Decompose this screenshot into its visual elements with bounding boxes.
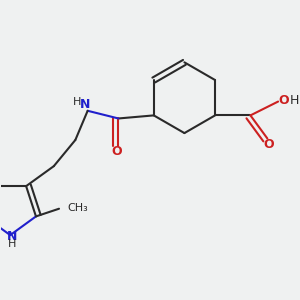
Text: H: H (73, 97, 81, 106)
Text: H: H (8, 239, 16, 249)
Text: O: O (278, 94, 289, 107)
Text: CH₃: CH₃ (67, 203, 88, 213)
Text: H: H (290, 94, 299, 107)
Text: N: N (80, 98, 91, 110)
Text: N: N (7, 230, 17, 243)
Text: O: O (112, 145, 122, 158)
Text: O: O (264, 137, 274, 151)
